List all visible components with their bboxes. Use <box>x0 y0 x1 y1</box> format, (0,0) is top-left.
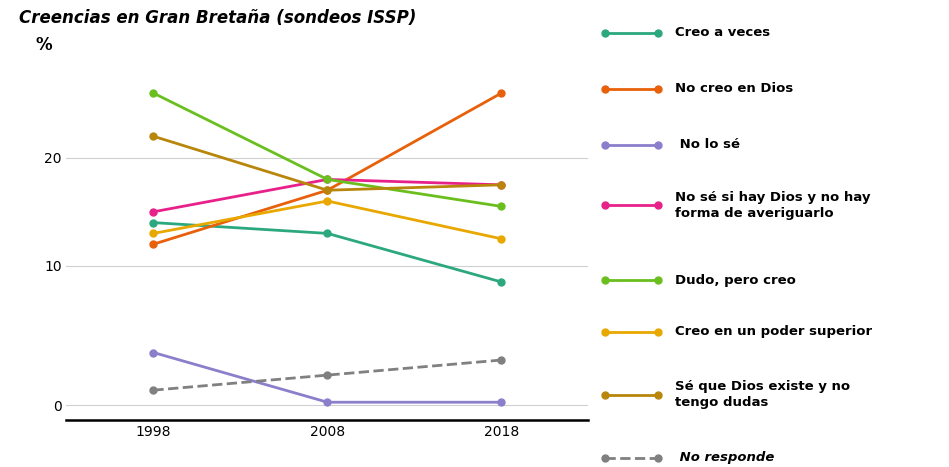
Text: Dudo, pero creo: Dudo, pero creo <box>675 274 796 287</box>
Text: Creencias en Gran Bretaña (sondeos ISSP): Creencias en Gran Bretaña (sondeos ISSP) <box>19 9 417 28</box>
Text: Creo en un poder superior: Creo en un poder superior <box>675 325 872 338</box>
Text: No creo en Dios: No creo en Dios <box>675 82 793 95</box>
Text: %: % <box>35 36 52 55</box>
Text: No sé si hay Dios y no hay
forma de averiguarlo: No sé si hay Dios y no hay forma de aver… <box>675 191 870 220</box>
Text: No responde: No responde <box>675 451 774 464</box>
Text: Creo a veces: Creo a veces <box>675 26 771 39</box>
Text: Sé que Dios existe y no
tengo dudas: Sé que Dios existe y no tengo dudas <box>675 380 850 409</box>
Text: No lo sé: No lo sé <box>675 138 740 151</box>
